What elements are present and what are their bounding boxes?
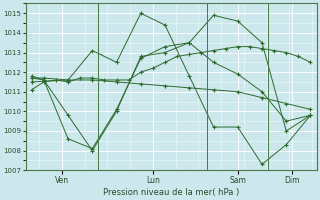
X-axis label: Pression niveau de la mer( hPa ): Pression niveau de la mer( hPa ) bbox=[103, 188, 239, 197]
